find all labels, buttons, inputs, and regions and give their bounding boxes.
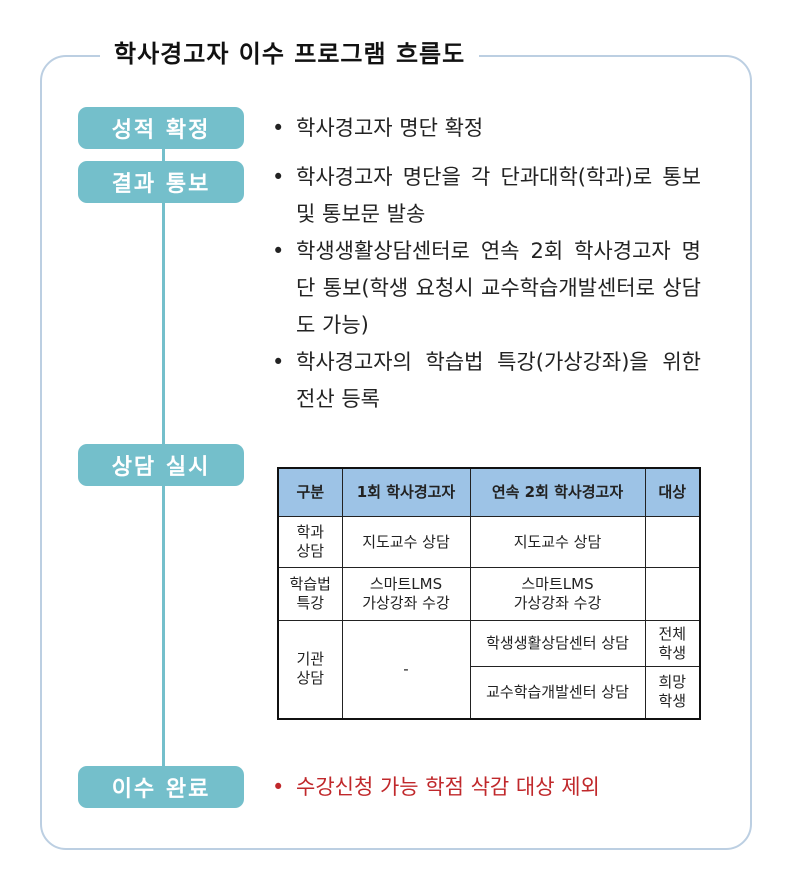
bullet-item: 학생생활상담센터로 연속 2회 학사경고자 명단 통보(학생 요청시 교수학습개… [272,233,701,344]
header-cell: 대상 [644,467,701,517]
cell: - [341,620,471,719]
counseling-table: 구분 1회 학사경고자 연속 2회 학사경고자 대상 학과 상담 지도교수 상담… [277,467,701,720]
header-cell: 1회 학사경고자 [341,467,471,517]
step-grade-confirm: 성적 확정 [78,107,244,149]
table-row: 학습법 특강 스마트LMS 가상강좌 수강 스마트LMS 가상강좌 수강 [277,567,701,621]
bullet-item: 학사경고자의 학습법 특강(가상강좌)을 위한 전산 등록 [272,344,701,418]
step-result-notify: 결과 통보 [78,161,244,203]
step-grade-bullets: 학사경고자 명단 확정 [272,110,701,147]
bullet-item: 수강신청 가능 학점 삭감 대상 제외 [272,769,701,806]
bullet-item: 학사경고자 명단 확정 [272,110,701,147]
table-row: 교수학습개발센터 상담 희망 학생 [278,666,701,719]
header-cell: 구분 [277,467,343,517]
cell: 교수학습개발센터 상담 [469,666,646,719]
table-row: 학과 상담 지도교수 상담 지도교수 상담 [277,516,701,568]
step-completion: 이수 완료 [78,766,244,808]
cell: 전체 학생 [644,620,701,667]
cell: 학과 상담 [277,516,343,568]
cell [644,516,701,568]
page-title: 학사경고자 이수 프로그램 흐름도 [100,34,480,69]
header-cell: 연속 2회 학사경고자 [469,467,646,517]
table-header-row: 구분 1회 학사경고자 연속 2회 학사경고자 대상 [277,467,701,517]
cell: 스마트LMS 가상강좌 수강 [341,567,471,621]
bullet-item: 학사경고자 명단을 각 단과대학(학과)로 통보 및 통보문 발송 [272,159,701,233]
cell: 지도교수 상담 [469,516,646,568]
cell: 희망 학생 [644,666,701,719]
cell: 지도교수 상담 [341,516,471,568]
cell: 학습법 특강 [277,567,343,621]
table-row: 기관 상담 - 학생생활상담센터 상담 전체 학생 [277,620,701,719]
step-completion-bullets: 수강신청 가능 학점 삭감 대상 제외 [272,769,701,806]
step-counseling: 상담 실시 [78,444,244,486]
cell: 기관 상담 [277,620,343,719]
step-notify-bullets: 학사경고자 명단을 각 단과대학(학과)로 통보 및 통보문 발송 학생생활상담… [272,159,701,418]
cell [644,567,701,621]
cell: 학생생활상담센터 상담 [469,620,646,667]
cell: 스마트LMS 가상강좌 수강 [469,567,646,621]
